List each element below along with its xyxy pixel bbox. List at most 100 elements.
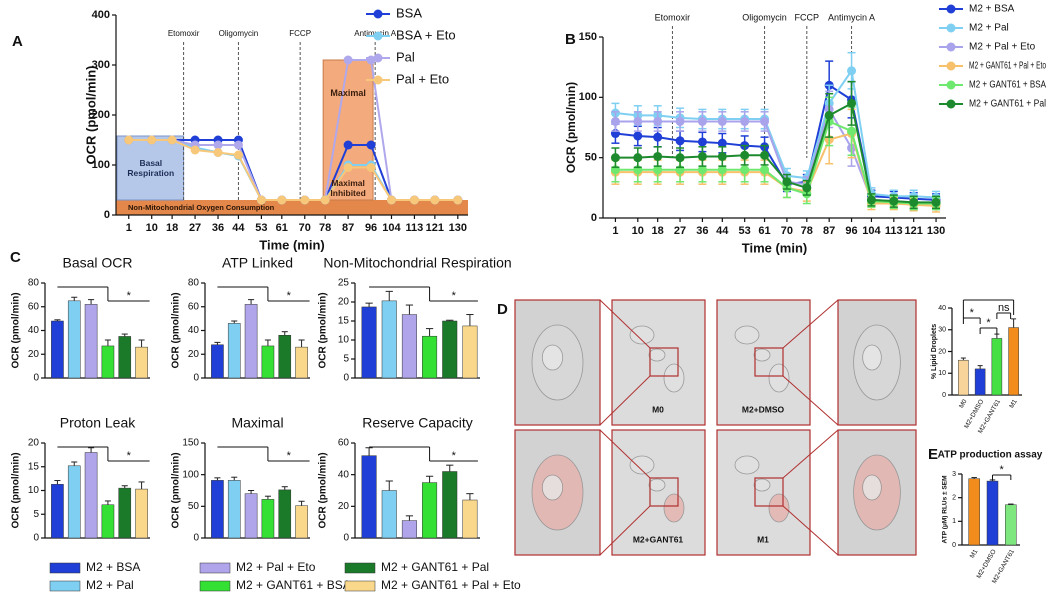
chart-title: Proton Leak [60,415,136,431]
x-tick-label: 70 [781,225,793,237]
y-tick-label: 0 [952,542,956,549]
series-line [615,68,937,199]
y-tick-label: 0 [104,209,110,221]
zoom-box [754,347,784,377]
bar [118,336,132,379]
point [824,110,834,120]
significance-label: * [287,450,292,462]
y-tick-label: 15 [338,316,350,327]
y-tick-label: 200 [92,109,110,121]
x-tick-label: 27 [189,222,201,234]
cell [541,474,564,501]
y-tick-label: 25 [338,278,350,289]
x-tick-label: M1 [1008,398,1019,410]
point [717,151,727,161]
y-tick-label: 20 [28,349,40,360]
panel-letter: A [12,33,23,50]
point [653,165,663,175]
y-tick-label: 150 [579,31,597,43]
y-axis-title: OCR (pmol/min) [564,82,578,173]
x-tick-label: 1 [126,222,132,234]
x-tick-label: 104 [862,225,881,237]
x-tick-label: 61 [276,222,288,234]
legend-label: M2 + GANT61 + BSA [236,578,351,592]
x-tick-label: 44 [716,225,729,237]
legend-marker [946,80,956,90]
y-tick-label: 0 [591,212,597,224]
point [740,116,750,126]
y-tick-label: 0 [193,373,199,384]
point [760,165,770,175]
legend-swatch [199,562,231,574]
zoom-connector [599,429,651,479]
legend-marker [373,31,383,41]
bar [278,489,292,539]
bar [135,346,148,379]
y-tick-label: 80 [28,278,40,289]
bar [118,487,132,539]
cell [862,474,882,501]
y-tick-label: 50 [188,501,200,512]
y-tick-label: 60 [188,301,200,312]
point [697,116,707,126]
y-tick-label: 0 [343,373,349,384]
region-label: Maximal Inhibited [330,177,366,198]
point [717,116,727,126]
injection-label: Etomoxir [655,12,691,22]
point [124,135,134,145]
y-axis-title: % Lipid Droplets [931,324,938,379]
x-tick-label: 87 [342,222,354,234]
point [740,150,750,160]
point [256,195,266,205]
point [717,138,727,148]
significance-label: * [986,317,991,329]
point [653,151,663,161]
point [343,163,353,172]
injection-label: Oligomycin [742,12,787,22]
bar [462,499,478,539]
point [697,151,707,161]
point [633,153,643,163]
legend-swatch [49,562,81,574]
y-axis-title: OCR (pmol/min) [171,452,182,528]
point [847,98,857,108]
y-tick-label: 5 [33,509,39,520]
point [343,140,353,150]
bar [211,344,224,379]
x-tick-label: 44 [232,222,245,234]
zoom-box [649,347,679,377]
point [430,195,440,205]
y-tick-label: 60 [338,438,350,449]
bar [968,478,980,546]
bar [278,335,292,379]
bar [51,320,64,379]
point [633,131,643,141]
significance-label: * [970,307,975,319]
y-tick-label: 40 [28,325,40,336]
y-tick-label: 0 [33,373,39,384]
series-line [128,139,458,201]
bar [422,482,438,539]
legend-label: M2 + GANT61 + Pal [381,560,489,574]
cell [541,344,564,371]
micrograph-label: M1 [757,534,769,544]
cell [629,325,655,345]
micrograph [611,299,706,426]
zoom-connector [782,429,839,479]
panel-letter: C [10,249,21,266]
y-tick-label: 0 [942,392,946,399]
x-tick-label: M1 [969,548,980,560]
micrograph [611,429,706,556]
y-tick-label: 10 [938,370,946,377]
point [167,135,177,145]
point [931,197,941,207]
chart-title: ATP Linked [222,255,293,271]
y-tick-label: 10 [28,485,40,496]
cell [768,493,790,523]
legend-label: Pal [396,49,415,64]
region-label: Maximal [330,88,366,98]
point [386,195,396,205]
series-line [615,101,937,204]
legend-marker [373,53,383,63]
legend-label: M2 + GANT61 + BSA [969,80,1046,91]
